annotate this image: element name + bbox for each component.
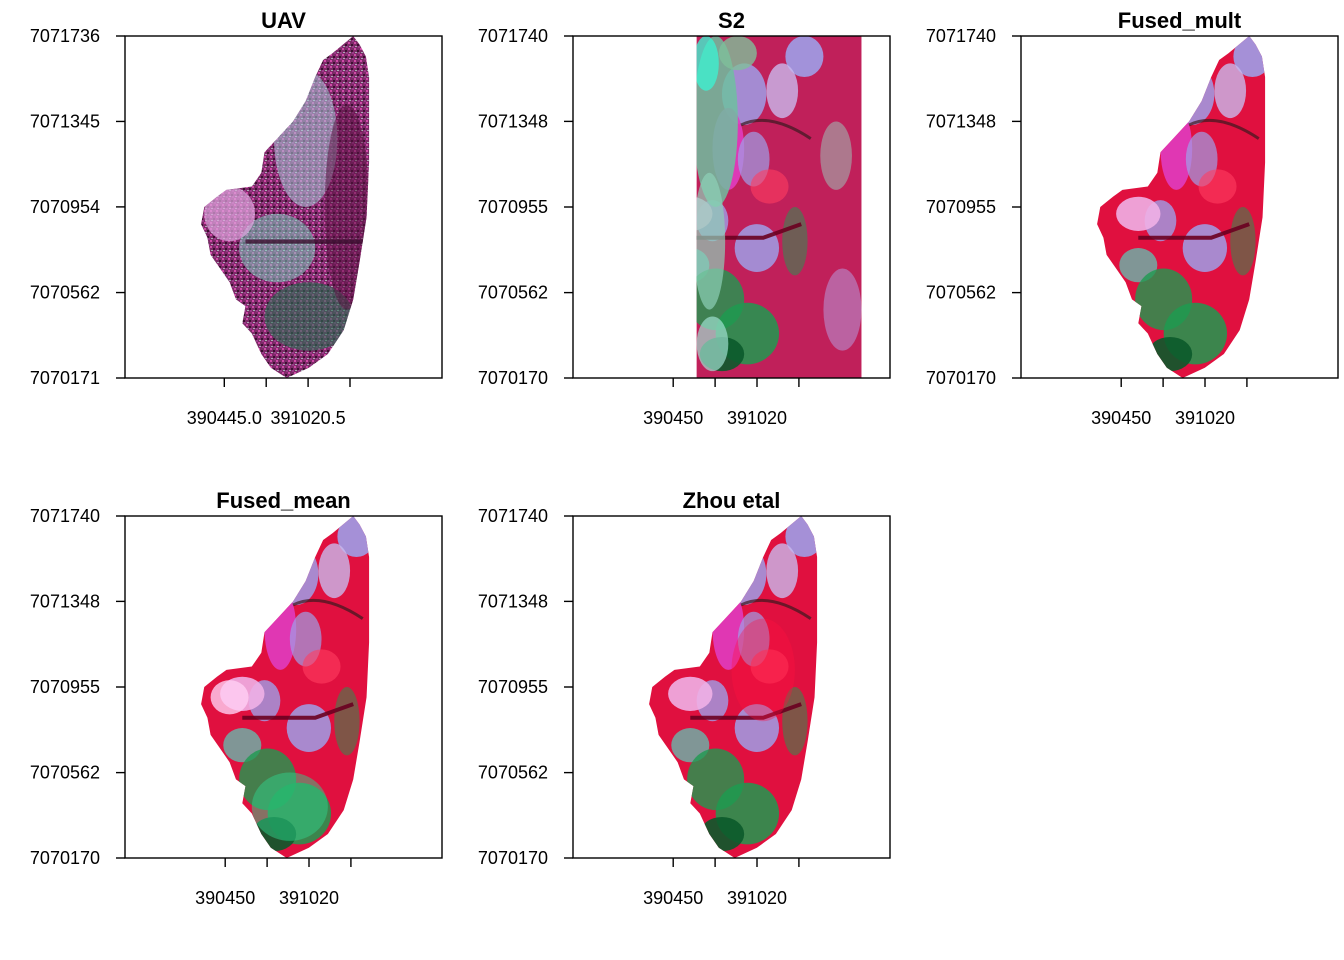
y-tick-label: 7070170	[926, 368, 996, 388]
panel-zhou-etal: Zhou etal 7070170 7070562 7070955 7071348 707…	[478, 488, 891, 908]
y-tick-label: 7071736	[30, 26, 100, 46]
y-tick-label: 7070562	[30, 763, 100, 783]
y-tick-label: 7070170	[478, 848, 548, 868]
x-tick-label: 391020	[727, 888, 787, 908]
y-tick-label: 7070955	[478, 677, 548, 697]
x-tick-label: 390445.0	[187, 408, 262, 428]
raster-image	[201, 36, 370, 378]
y-tick-label: 7070170	[30, 848, 100, 868]
y-tick-label: 7070170	[478, 368, 548, 388]
x-tick-label: 390450	[643, 408, 703, 428]
x-tick-label: 390450	[195, 888, 255, 908]
y-tick-label: 7070955	[478, 197, 548, 217]
y-tick-label: 7071345	[30, 111, 100, 131]
y-tick-label: 7071348	[478, 111, 548, 131]
panel-title: Zhou etal	[683, 488, 781, 513]
x-tick-label: 391020	[279, 888, 339, 908]
y-tick-label: 7070562	[478, 763, 548, 783]
raster-image	[696, 36, 862, 378]
raster-image	[201, 516, 370, 858]
y-tick-label: 7070171	[30, 368, 100, 388]
x-tick-label: 390450	[1091, 408, 1151, 428]
panel-fused-mult: Fused_mult 7070170 7070562 7070955 7071348 70…	[926, 8, 1339, 428]
raster-image	[1097, 36, 1266, 378]
panel-title: Fused_mult	[1118, 8, 1242, 33]
y-tick-label: 7071740	[478, 26, 548, 46]
y-tick-label: 7070562	[478, 283, 548, 303]
y-tick-label: 7070955	[30, 677, 100, 697]
panel-uav: UAV 7070171 7070562 7070954 7071345 7071736 39…	[30, 8, 443, 428]
panel-title: S2	[718, 8, 745, 33]
y-tick-label: 7071348	[30, 591, 100, 611]
x-tick-label: 391020	[1175, 408, 1235, 428]
x-tick-label: 390450	[643, 888, 703, 908]
y-tick-label: 7070955	[926, 197, 996, 217]
y-tick-label: 7070562	[30, 283, 100, 303]
x-tick-label: 391020.5	[271, 408, 346, 428]
panel-s2: S2 7070170 7070562 7070955 7071348 7071740 390…	[478, 8, 891, 428]
raster-image	[649, 516, 818, 858]
y-tick-label: 7070562	[926, 283, 996, 303]
y-tick-label: 7071740	[478, 506, 548, 526]
panel-title: Fused_mean	[216, 488, 351, 513]
y-tick-label: 7070954	[30, 197, 100, 217]
y-tick-label: 7071740	[926, 26, 996, 46]
panel-fused-mean: Fused_mean 7070170 7070562 7070955 7071348 70…	[30, 488, 443, 908]
panel-title: UAV	[261, 8, 306, 33]
y-tick-label: 7071348	[478, 591, 548, 611]
y-tick-label: 7071740	[30, 506, 100, 526]
y-tick-label: 7071348	[926, 111, 996, 131]
x-tick-label: 391020	[727, 408, 787, 428]
